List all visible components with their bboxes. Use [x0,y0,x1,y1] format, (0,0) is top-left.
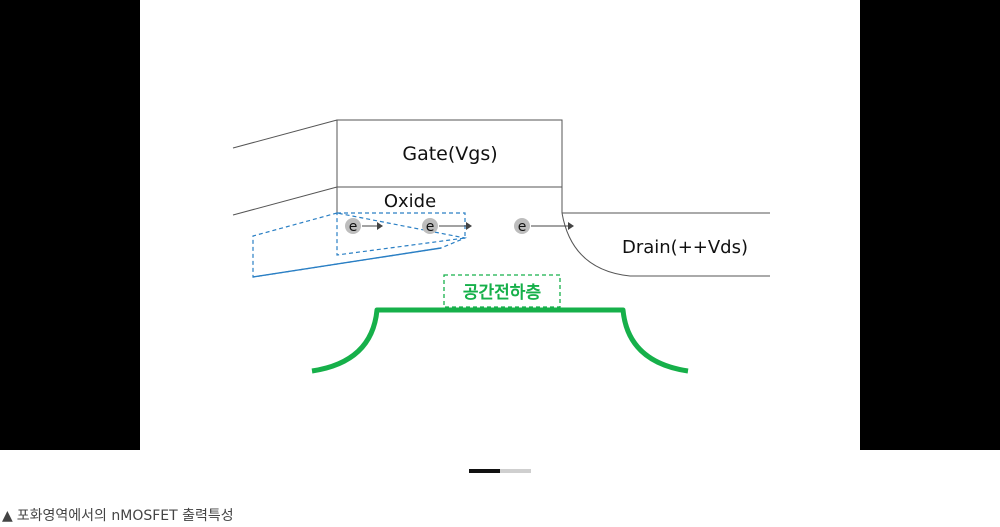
channel-region-outline [336,212,466,256]
caption-text: 포화영역에서의 nMOSFET 출력특성 [16,508,234,524]
carousel-pager [469,469,531,473]
electron-1-label: e [349,219,358,235]
depletion-label-box [443,274,561,308]
channel-perspective-outline [252,212,468,278]
mosfet-diagram: Gate(Vgs) Oxide Drain(++Vds) e e [232,119,770,374]
gate-perspective-top-line [232,119,338,149]
mosfet-diagram-slide: Gate(Vgs) Oxide Drain(++Vds) e e [140,0,860,450]
figure-caption: ▲ 포화영역에서의 nMOSFET 출력특성 [2,505,234,525]
carousel-page-1[interactable] [469,469,500,473]
channel-solid-edge [252,247,442,278]
electron-2: e [422,218,472,235]
gate-box [336,119,563,188]
gate-label: Gate(Vgs) [402,143,497,165]
slide-viewer: Gate(Vgs) Oxide Drain(++Vds) e e [0,0,1000,450]
electron-1: e [345,218,383,235]
depletion-label: 공간전하층 [463,283,542,303]
oxide-label: Oxide [384,191,436,212]
electron-3-label: e [518,219,527,235]
electron-2-label: e [426,219,435,235]
carousel-page-2[interactable] [500,469,531,473]
oxide-perspective-line [232,186,338,216]
drain-label: Drain(++Vds) [622,237,748,258]
triangle-marker-icon: ▲ [2,508,13,524]
electron-3: e [514,218,574,235]
depletion-boundary [311,307,689,374]
